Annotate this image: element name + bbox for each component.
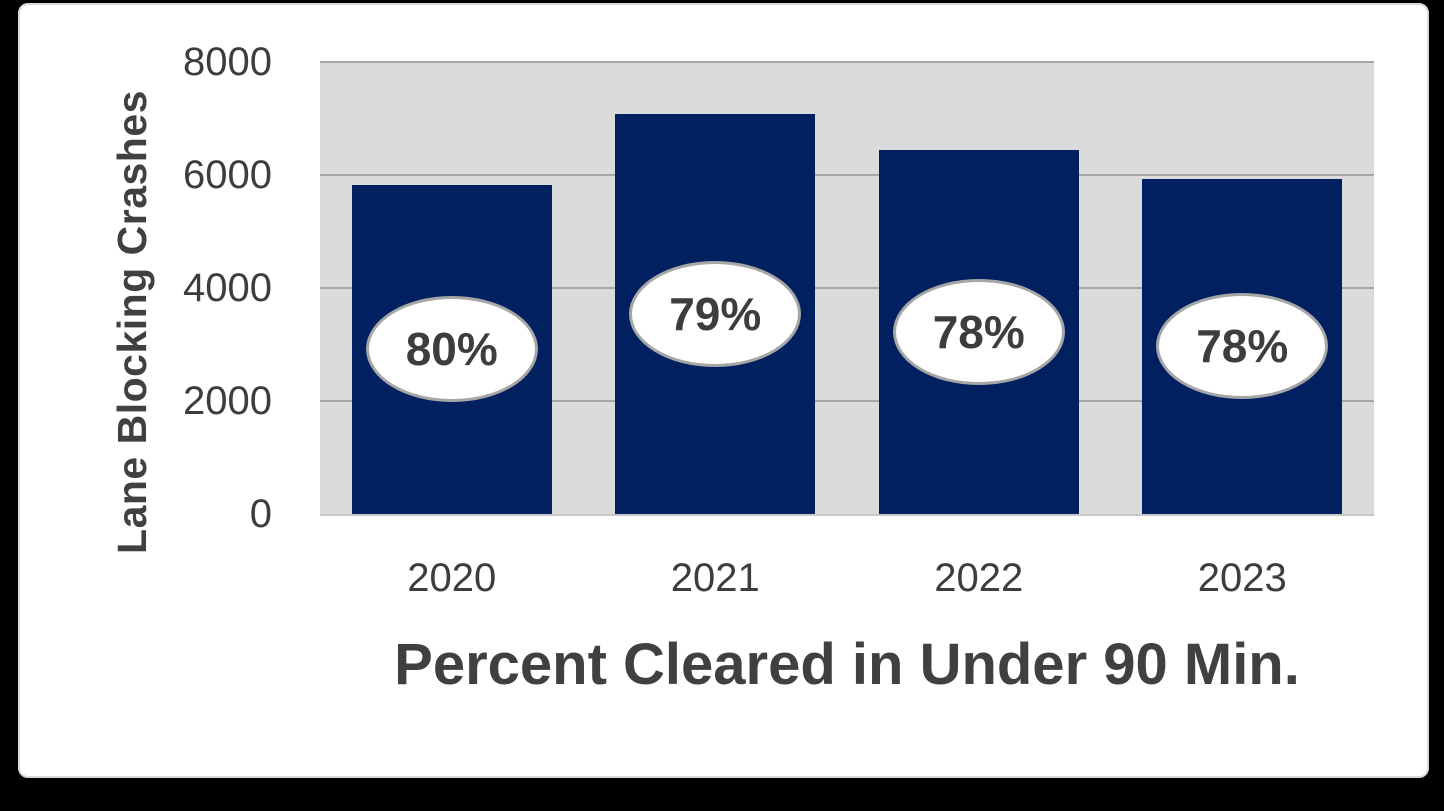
percent-label: 78% — [1196, 320, 1289, 373]
y-axis-ticks: 8000 6000 4000 2000 0 — [20, 5, 272, 776]
percent-oval: 79% — [629, 260, 802, 367]
gridline — [320, 174, 1374, 176]
y-tick-label: 6000 — [183, 153, 272, 197]
gridline — [320, 400, 1374, 402]
bar-2023: 78% — [1142, 178, 1343, 514]
bar-2021: 79% — [615, 113, 816, 514]
percent-oval: 78% — [892, 279, 1065, 386]
y-tick-label: 2000 — [183, 379, 272, 423]
percent-label: 78% — [932, 306, 1025, 359]
y-tick-label: 4000 — [183, 266, 272, 310]
gridline — [320, 61, 1374, 63]
chart-card: Lane Blocking Crashes 8000 6000 4000 2000 0 … — [18, 3, 1429, 778]
bar-2022: 78% — [878, 150, 1079, 514]
x-tick-label: 2023 — [1197, 556, 1287, 600]
x-tick-label: 2020 — [407, 556, 497, 600]
x-axis-title: Percent Cleared in Under 90 Min. — [394, 632, 1300, 697]
bar-2020: 80% — [351, 184, 552, 514]
gridline — [320, 287, 1374, 289]
percent-label: 79% — [669, 287, 762, 340]
x-tick-label: 2021 — [670, 556, 760, 600]
y-tick-label: 8000 — [183, 40, 272, 84]
plot-area: 80% 79% 78% 78% — [320, 61, 1374, 516]
percent-oval: 80% — [365, 296, 538, 403]
x-axis-labels: 2020 2021 2022 2023 — [20, 5, 1427, 776]
x-tick-label: 2022 — [934, 556, 1024, 600]
percent-label: 80% — [405, 323, 498, 376]
percent-oval: 78% — [1156, 293, 1329, 400]
y-tick-label: 0 — [249, 492, 272, 536]
